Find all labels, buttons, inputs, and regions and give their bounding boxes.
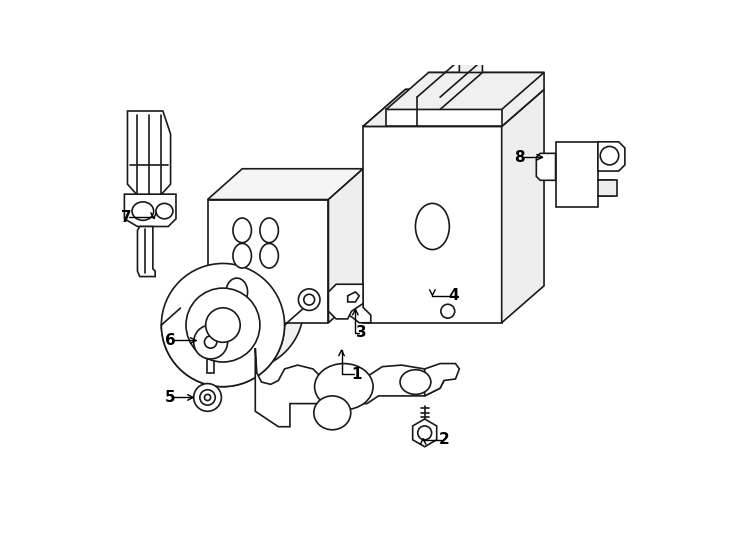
Ellipse shape — [260, 218, 278, 242]
Circle shape — [206, 308, 240, 342]
Polygon shape — [386, 97, 501, 126]
Ellipse shape — [226, 278, 247, 306]
Polygon shape — [537, 153, 556, 180]
Circle shape — [600, 146, 619, 165]
Text: 5: 5 — [165, 390, 176, 405]
Ellipse shape — [260, 244, 278, 268]
Circle shape — [304, 294, 315, 305]
Polygon shape — [413, 419, 437, 447]
Polygon shape — [501, 90, 544, 323]
Polygon shape — [124, 194, 176, 226]
Ellipse shape — [314, 396, 351, 430]
Polygon shape — [255, 348, 444, 427]
Circle shape — [441, 304, 455, 318]
Polygon shape — [363, 60, 544, 126]
Text: 4: 4 — [448, 288, 459, 303]
Ellipse shape — [132, 202, 153, 220]
Polygon shape — [208, 168, 363, 200]
Polygon shape — [328, 284, 363, 319]
Polygon shape — [425, 363, 459, 396]
Polygon shape — [598, 180, 617, 195]
Circle shape — [194, 383, 222, 411]
Polygon shape — [137, 226, 155, 276]
Polygon shape — [348, 292, 359, 302]
Circle shape — [299, 289, 320, 310]
Polygon shape — [161, 308, 304, 387]
Text: 7: 7 — [120, 210, 131, 225]
Circle shape — [186, 288, 260, 362]
Polygon shape — [328, 168, 363, 323]
Polygon shape — [128, 111, 170, 200]
Ellipse shape — [233, 244, 252, 268]
Circle shape — [194, 325, 228, 359]
Polygon shape — [207, 359, 214, 373]
Polygon shape — [363, 90, 544, 126]
Polygon shape — [363, 126, 501, 323]
Polygon shape — [386, 72, 544, 110]
Polygon shape — [349, 292, 371, 323]
Polygon shape — [208, 200, 328, 323]
Circle shape — [161, 264, 285, 387]
Ellipse shape — [315, 363, 373, 410]
Polygon shape — [556, 142, 614, 207]
Ellipse shape — [156, 204, 173, 219]
Circle shape — [200, 390, 215, 405]
Text: 2: 2 — [438, 433, 449, 447]
Ellipse shape — [233, 218, 252, 242]
Text: 6: 6 — [165, 333, 176, 348]
Circle shape — [418, 426, 432, 440]
Text: 8: 8 — [514, 150, 525, 165]
Text: 1: 1 — [352, 367, 362, 382]
Ellipse shape — [400, 370, 431, 394]
Polygon shape — [598, 142, 625, 171]
Circle shape — [205, 336, 217, 348]
Text: 3: 3 — [356, 325, 367, 340]
Circle shape — [205, 394, 211, 401]
Ellipse shape — [415, 204, 449, 249]
